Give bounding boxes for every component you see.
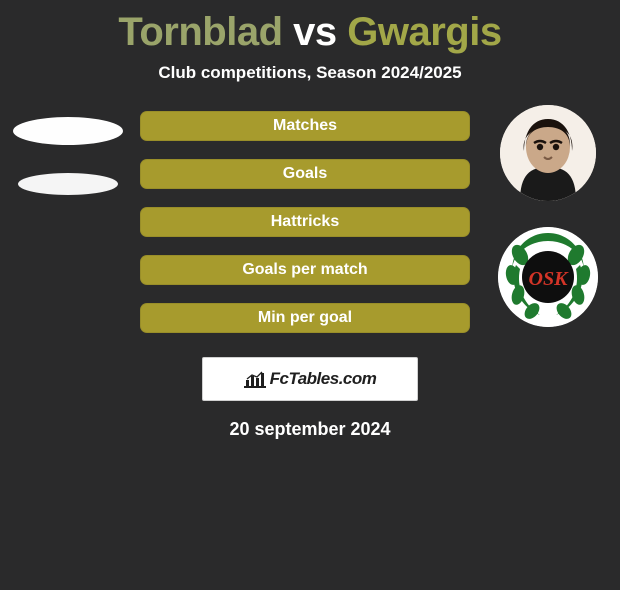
stat-bar-goals-per-match: Goals per match bbox=[140, 255, 470, 285]
svg-text:OSK: OSK bbox=[529, 268, 570, 290]
right-player-column: OSK bbox=[488, 111, 608, 327]
stat-bar-min-per-goal: Min per goal bbox=[140, 303, 470, 333]
subtitle: Club competitions, Season 2024/2025 bbox=[0, 63, 620, 83]
footer-brand-box[interactable]: FcTables.com bbox=[202, 357, 418, 401]
title-vs: vs bbox=[283, 10, 348, 54]
stat-bars: Matches Goals Hattricks Goals per match … bbox=[140, 111, 470, 333]
page-title: Tornblad vs Gwargis bbox=[0, 10, 620, 55]
player-right-club-badge: OSK bbox=[498, 227, 598, 327]
title-player-right: Gwargis bbox=[347, 10, 501, 54]
player-left-avatar-placeholder bbox=[13, 117, 123, 145]
left-player-column bbox=[8, 111, 128, 195]
player-right-avatar bbox=[500, 105, 596, 201]
title-player-left: Tornblad bbox=[118, 10, 282, 54]
bars-chart-icon bbox=[244, 370, 266, 388]
footer-brand-text: FcTables.com bbox=[270, 369, 377, 389]
stat-bar-matches: Matches bbox=[140, 111, 470, 141]
date-text: 20 september 2024 bbox=[0, 419, 620, 440]
player-left-club-placeholder bbox=[18, 173, 118, 195]
comparison-card: Tornblad vs Gwargis Club competitions, S… bbox=[0, 10, 620, 440]
stat-bar-hattricks: Hattricks bbox=[140, 207, 470, 237]
stat-bar-goals: Goals bbox=[140, 159, 470, 189]
content-row: OSK Matches Goals Hattricks Goals per ma… bbox=[0, 111, 620, 333]
